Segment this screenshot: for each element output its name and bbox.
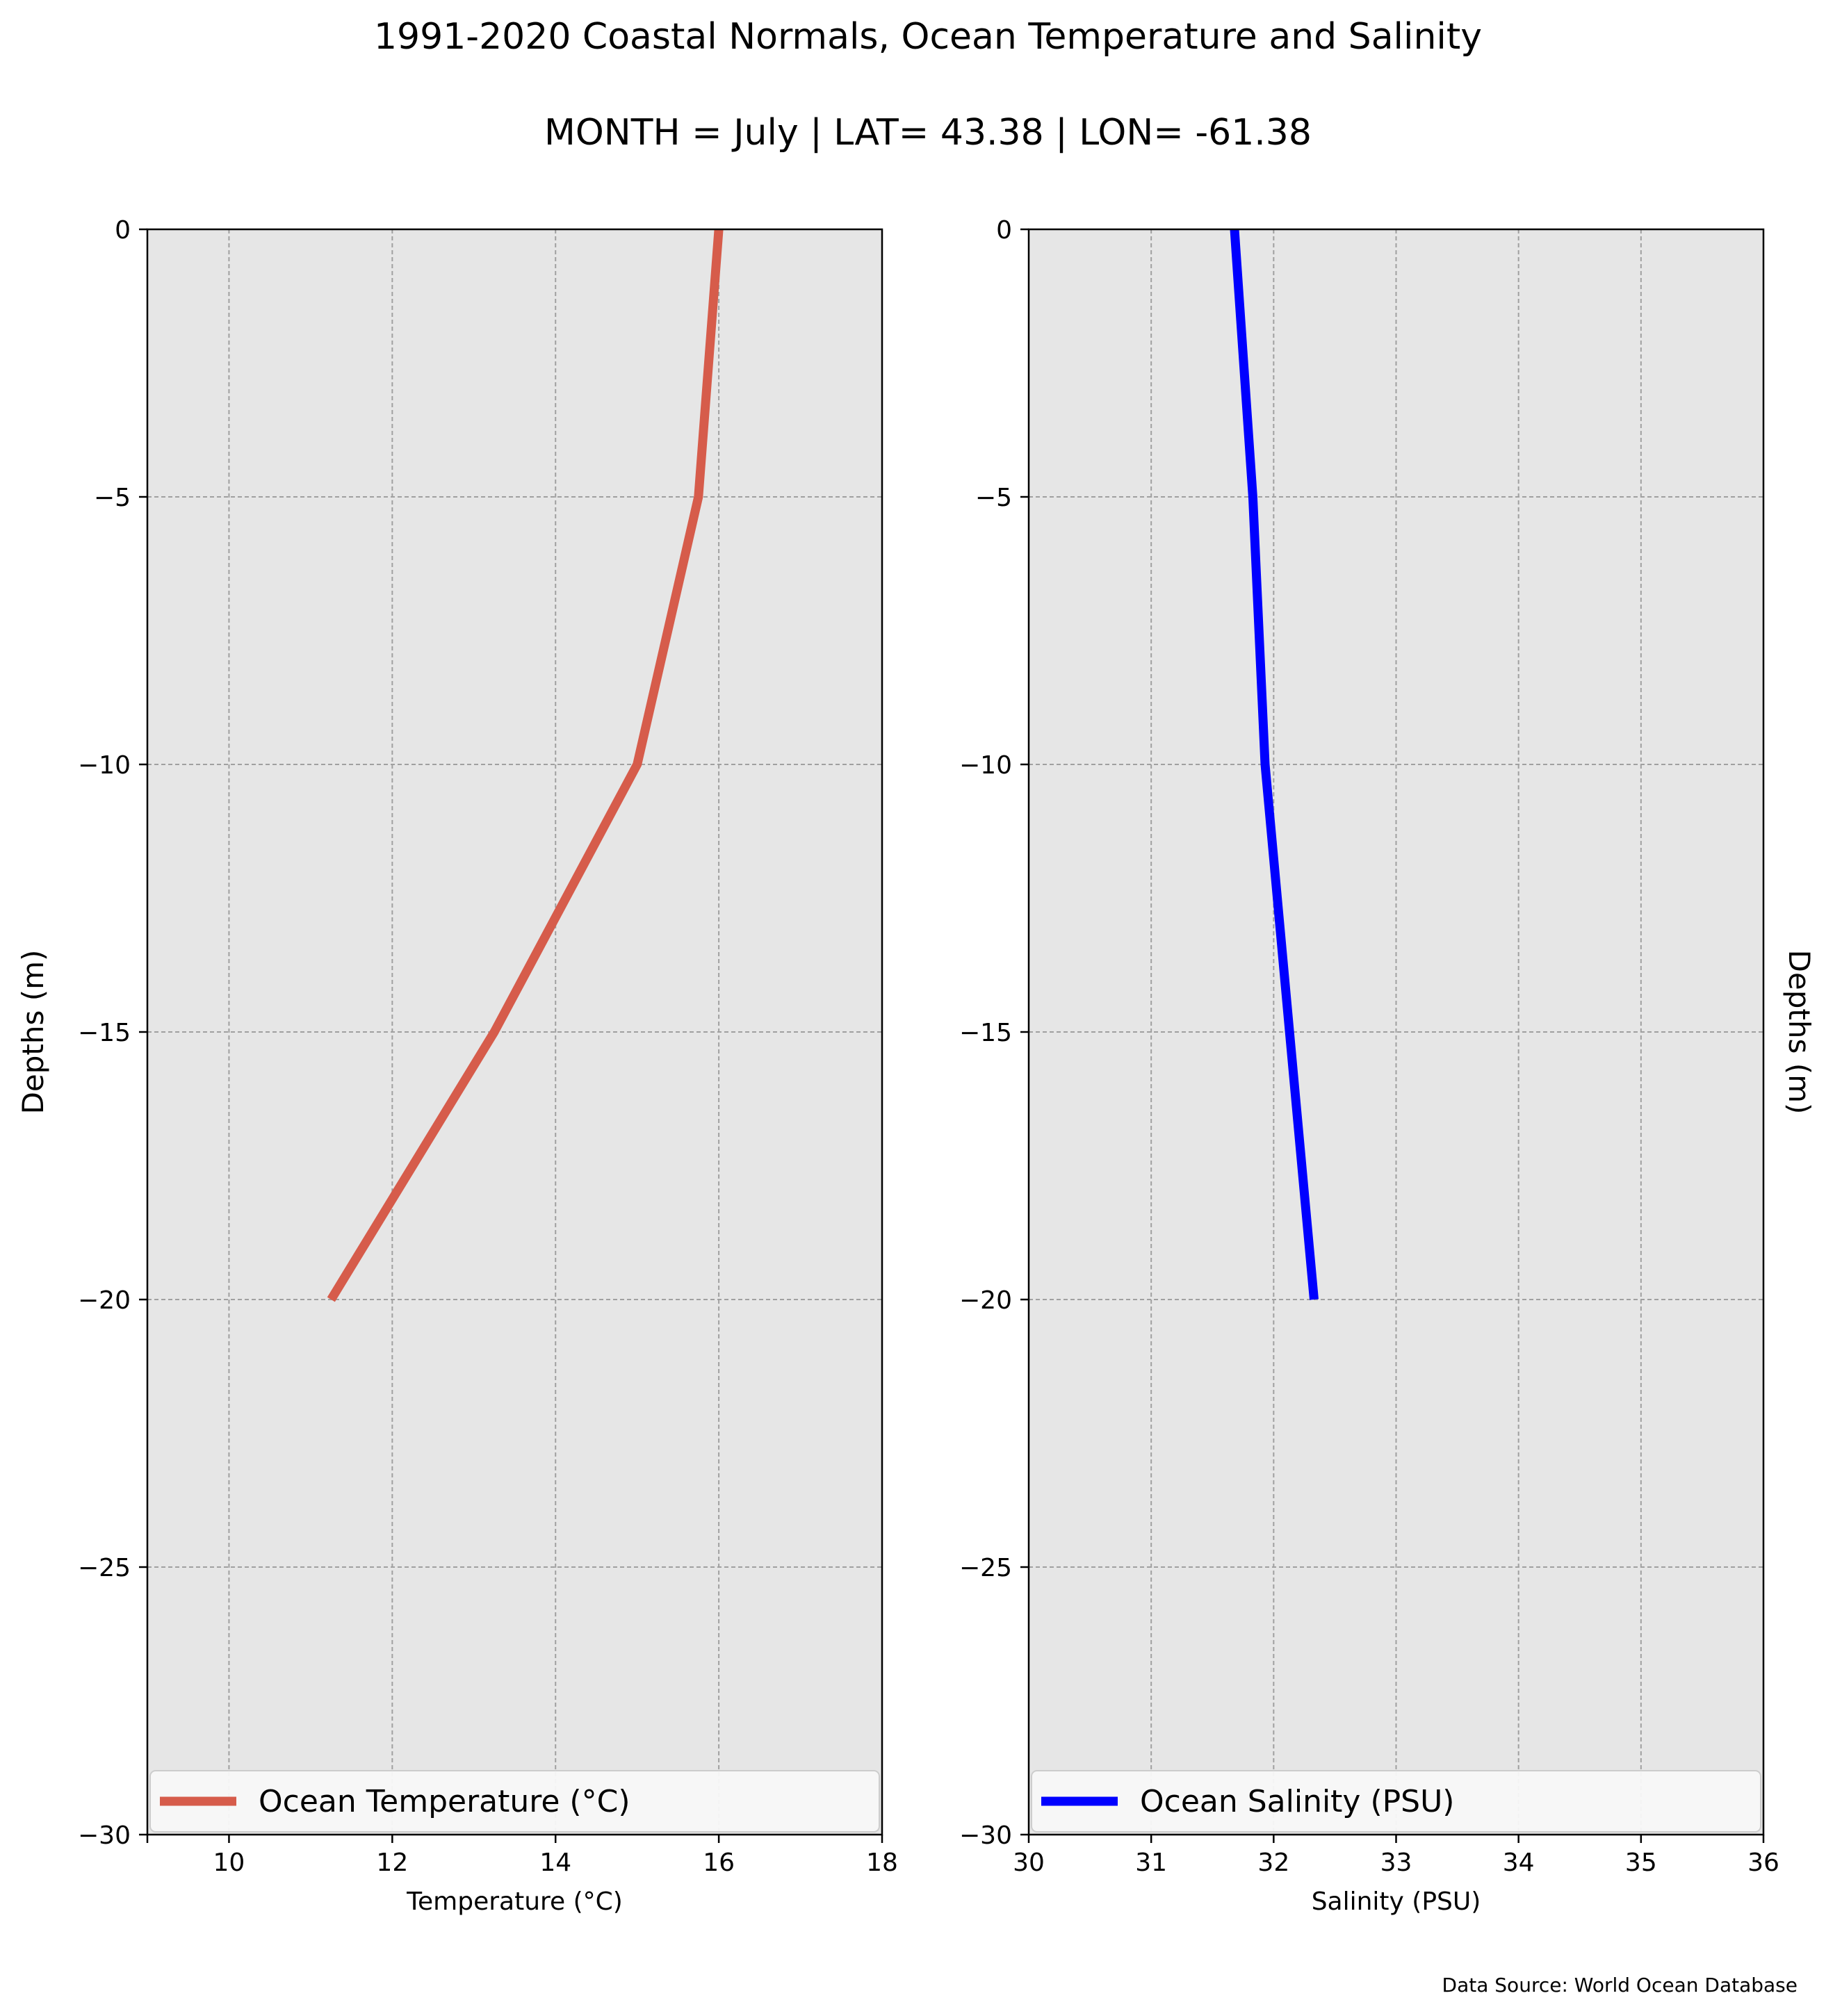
y-tick-label: −30	[959, 1821, 1012, 1850]
y-tick-label: 0	[996, 216, 1012, 245]
y-tick-label: −20	[959, 1286, 1012, 1315]
temperature-panel: 10 12 14 16 18 0 −5 −10 −15 −20 −25 −30 Temperature …	[16, 216, 898, 1916]
x-tick-label: 36	[1747, 1849, 1779, 1877]
y-tick-label: −25	[959, 1554, 1012, 1582]
y-tick-label: −15	[959, 1019, 1012, 1047]
salinity-series-line	[1230, 229, 1319, 1300]
legend-label: Ocean Temperature (°C)	[259, 1784, 630, 1819]
y-tick-label: −5	[94, 484, 131, 512]
x-tick-label: 32	[1257, 1849, 1289, 1877]
legend-box	[1031, 1770, 1761, 1833]
y-axis-label: Depths (m)	[16, 950, 50, 1115]
legend-box	[149, 1770, 880, 1833]
y-tick-label: −25	[78, 1554, 131, 1582]
x-tick-label: 10	[213, 1849, 245, 1877]
y-tick-label: −10	[78, 751, 131, 780]
y-tick-label: −15	[78, 1019, 131, 1047]
salinity-panel: 30 31 32 33 34 35 36 0 −5 −10 −15 −20 −25 −30 Salinity…	[959, 216, 1816, 1916]
y-tick-label: −30	[78, 1821, 131, 1850]
x-tick-label: 30	[1013, 1849, 1045, 1877]
x-tick-label: 33	[1380, 1849, 1412, 1877]
legend: Ocean Temperature (°C)	[149, 1770, 880, 1833]
y-tick-label: 0	[115, 216, 131, 245]
y-axis-label: Depths (m)	[1782, 950, 1816, 1115]
legend: Ocean Salinity (PSU)	[1031, 1770, 1761, 1833]
legend-label: Ocean Salinity (PSU)	[1140, 1784, 1454, 1819]
temperature-series-line	[327, 229, 724, 1302]
data-source-note: Data Source: World Ocean Database	[1442, 1974, 1798, 1997]
x-tick-label: 16	[703, 1849, 735, 1877]
plot-area	[147, 229, 882, 1835]
x-tick-label: 12	[376, 1849, 408, 1877]
y-tick-label: −20	[78, 1286, 131, 1315]
x-tick-label: 35	[1625, 1849, 1657, 1877]
x-tick-label: 34	[1503, 1849, 1535, 1877]
y-tick-label: −10	[959, 751, 1012, 780]
x-axis-label: Salinity (PSU)	[1312, 1887, 1481, 1916]
x-axis-label: Temperature (°C)	[406, 1887, 623, 1916]
x-tick-label: 31	[1135, 1849, 1167, 1877]
chart-title: 1991-2020 Coastal Normals, Ocean Tempera…	[374, 16, 1482, 58]
y-tick-label: −5	[975, 484, 1012, 512]
x-tick-label: 14	[539, 1849, 571, 1877]
x-tick-label: 18	[866, 1849, 898, 1877]
chart-subtitle: MONTH = July | LAT= 43.38 | LON= -61.38	[544, 112, 1312, 154]
